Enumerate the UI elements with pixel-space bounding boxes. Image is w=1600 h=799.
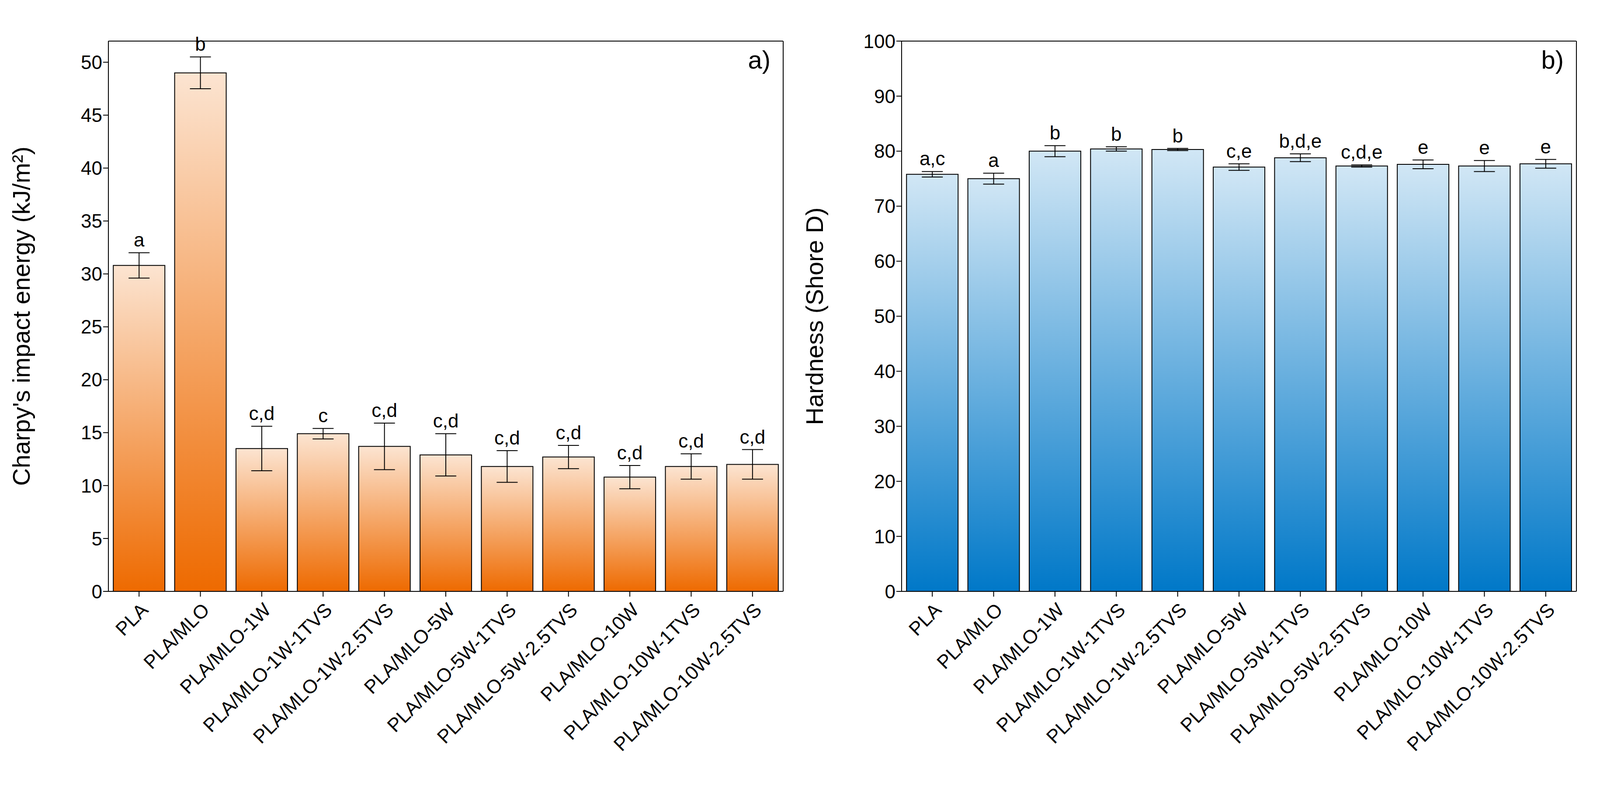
svg-text:Charpy's impact energy (kJ/m²): Charpy's impact energy (kJ/m²) bbox=[7, 146, 35, 486]
svg-text:PLA/MLO-1W-1TVS: PLA/MLO-1W-1TVS bbox=[991, 598, 1130, 737]
svg-text:b: b bbox=[1110, 123, 1122, 145]
svg-text:PLA/MLO-1W-2.5TVS: PLA/MLO-1W-2.5TVS bbox=[1041, 598, 1191, 748]
svg-text:5: 5 bbox=[91, 527, 103, 550]
svg-text:Hardness (Shore D): Hardness (Shore D) bbox=[800, 207, 829, 426]
svg-text:PLA/MLO-1W: PLA/MLO-1W bbox=[175, 598, 275, 698]
svg-text:b: b bbox=[1172, 124, 1183, 147]
svg-text:PLA: PLA bbox=[904, 598, 946, 640]
svg-text:40: 40 bbox=[874, 360, 896, 382]
svg-text:c,d: c,d bbox=[739, 426, 766, 448]
svg-text:PLA/MLO-1W: PLA/MLO-1W bbox=[968, 598, 1068, 698]
svg-text:50: 50 bbox=[80, 51, 103, 73]
svg-text:a: a bbox=[988, 149, 1000, 171]
html-text:b): b) bbox=[1541, 45, 1564, 74]
svg-text:c,d: c,d bbox=[249, 402, 275, 424]
svg-text:b: b bbox=[194, 33, 206, 55]
svg-text:PLA/MLO-5W-2.5TVS: PLA/MLO-5W-2.5TVS bbox=[432, 598, 582, 748]
svg-text:c: c bbox=[318, 404, 328, 427]
svg-text:PLA/MLO-1W-1TVS: PLA/MLO-1W-1TVS bbox=[198, 598, 337, 737]
svg-text:c,d: c,d bbox=[433, 409, 459, 432]
svg-text:a: a bbox=[133, 229, 145, 251]
html-text:a): a) bbox=[747, 45, 771, 74]
svg-text:PLA/MLO-5W-1TVS: PLA/MLO-5W-1TVS bbox=[382, 598, 521, 737]
svg-text:c,e: c,e bbox=[1226, 140, 1253, 162]
svg-text:PLA/MLO: PLA/MLO bbox=[139, 598, 214, 673]
svg-text:PLA/MLO-10W-1TVS: PLA/MLO-10W-1TVS bbox=[559, 598, 705, 744]
svg-text:30: 30 bbox=[80, 263, 103, 285]
svg-text:PLA/MLO-10W-1TVS: PLA/MLO-10W-1TVS bbox=[1352, 598, 1498, 744]
svg-text:PLA/MLO-5W-2.5TVS: PLA/MLO-5W-2.5TVS bbox=[1226, 598, 1375, 748]
svg-text:15: 15 bbox=[80, 421, 103, 444]
svg-text:10: 10 bbox=[874, 525, 896, 548]
svg-text:45: 45 bbox=[80, 104, 103, 126]
svg-text:30: 30 bbox=[874, 415, 896, 438]
svg-text:e: e bbox=[1540, 135, 1552, 158]
svg-text:60: 60 bbox=[874, 250, 896, 272]
svg-text:PLA/MLO-10W-2.5TVS: PLA/MLO-10W-2.5TVS bbox=[609, 598, 766, 755]
svg-text:0: 0 bbox=[885, 580, 896, 603]
svg-text:PLA/MLO-5W: PLA/MLO-5W bbox=[1152, 598, 1252, 698]
svg-text:PLA/MLO-10W: PLA/MLO-10W bbox=[1329, 598, 1437, 706]
svg-text:25: 25 bbox=[80, 315, 103, 338]
svg-text:PLA/MLO-5W: PLA/MLO-5W bbox=[359, 598, 459, 698]
svg-text:35: 35 bbox=[80, 210, 103, 232]
svg-text:PLA/MLO: PLA/MLO bbox=[932, 598, 1007, 673]
svg-text:40: 40 bbox=[80, 157, 103, 179]
svg-text:c,d: c,d bbox=[678, 430, 705, 452]
svg-text:e: e bbox=[1478, 136, 1490, 159]
svg-text:100: 100 bbox=[863, 30, 896, 53]
svg-text:c,d: c,d bbox=[371, 399, 398, 421]
svg-text:70: 70 bbox=[874, 195, 896, 217]
svg-text:c,d: c,d bbox=[617, 441, 643, 464]
svg-text:c,d,e: c,d,e bbox=[1340, 141, 1383, 163]
svg-text:50: 50 bbox=[874, 305, 896, 327]
svg-text:PLA/MLO-5W-1TVS: PLA/MLO-5W-1TVS bbox=[1176, 598, 1314, 737]
svg-text:20: 20 bbox=[874, 470, 896, 493]
svg-text:PLA/MLO-10W-2.5TVS: PLA/MLO-10W-2.5TVS bbox=[1402, 598, 1559, 755]
svg-text:80: 80 bbox=[874, 140, 896, 162]
svg-text:b,d,e: b,d,e bbox=[1278, 130, 1322, 152]
svg-text:a,c: a,c bbox=[919, 147, 946, 170]
svg-text:c,d: c,d bbox=[494, 426, 521, 449]
svg-text:PLA/MLO-1W-2.5TVS: PLA/MLO-1W-2.5TVS bbox=[248, 598, 398, 748]
svg-text:e: e bbox=[1417, 136, 1429, 158]
svg-text:c,d: c,d bbox=[555, 421, 582, 444]
svg-text:b: b bbox=[1049, 121, 1061, 144]
svg-text:PLA: PLA bbox=[111, 598, 153, 640]
svg-text:20: 20 bbox=[80, 368, 103, 391]
svg-text:0: 0 bbox=[91, 580, 103, 603]
svg-text:PLA/MLO-10W: PLA/MLO-10W bbox=[536, 598, 643, 706]
svg-text:90: 90 bbox=[874, 85, 896, 108]
svg-text:10: 10 bbox=[80, 475, 103, 497]
